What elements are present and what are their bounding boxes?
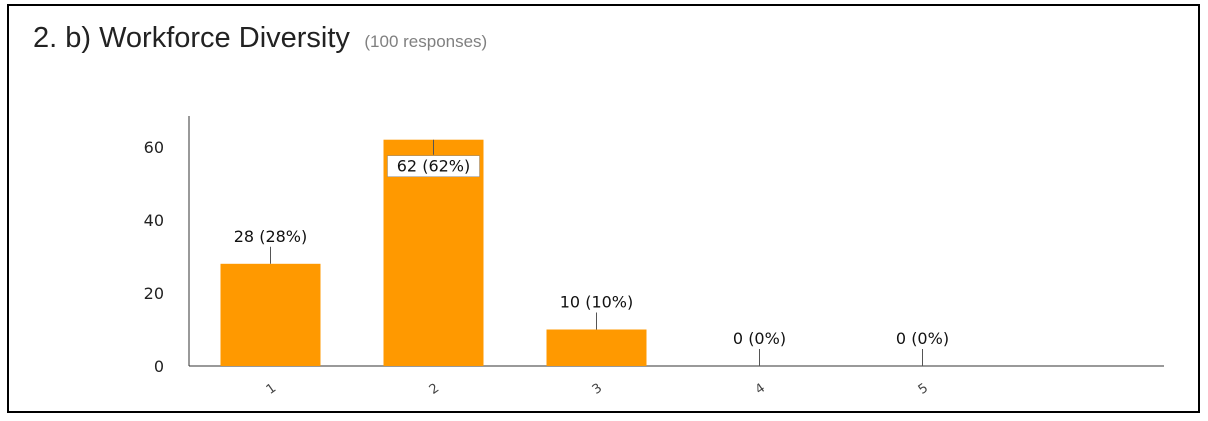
data-label: 0 (0%) bbox=[896, 329, 949, 348]
x-tick-label: 5 bbox=[916, 381, 931, 398]
x-tick-label: 2 bbox=[427, 381, 442, 398]
data-label-box bbox=[387, 155, 480, 177]
chart-title: 2. b) Workforce Diversity bbox=[33, 22, 350, 54]
bar bbox=[383, 139, 484, 366]
chart-frame: 2. b) Workforce Diversity (100 responses… bbox=[7, 4, 1200, 413]
bar-chart: 0 20 40 60 28 (28%) 1 62 (62%) 2 10 (10%) 3 0 (0%)… bbox=[144, 116, 1164, 398]
bar bbox=[220, 263, 321, 366]
y-tick-label: 0 bbox=[154, 357, 164, 376]
y-tick-label: 40 bbox=[144, 211, 164, 230]
x-tick-label: 3 bbox=[590, 381, 605, 398]
x-tick-label: 4 bbox=[753, 381, 768, 398]
y-tick-label: 60 bbox=[144, 138, 164, 157]
data-label: 28 (28%) bbox=[234, 227, 308, 246]
chart-header: 2. b) Workforce Diversity (100 responses… bbox=[33, 22, 487, 55]
y-tick-label: 20 bbox=[144, 284, 164, 303]
data-label: 10 (10%) bbox=[560, 293, 634, 312]
response-count: (100 responses) bbox=[364, 32, 488, 51]
x-tick-label: 1 bbox=[264, 381, 279, 398]
bar bbox=[546, 329, 647, 366]
data-label: 62 (62%) bbox=[397, 157, 471, 176]
data-label: 0 (0%) bbox=[733, 329, 786, 348]
